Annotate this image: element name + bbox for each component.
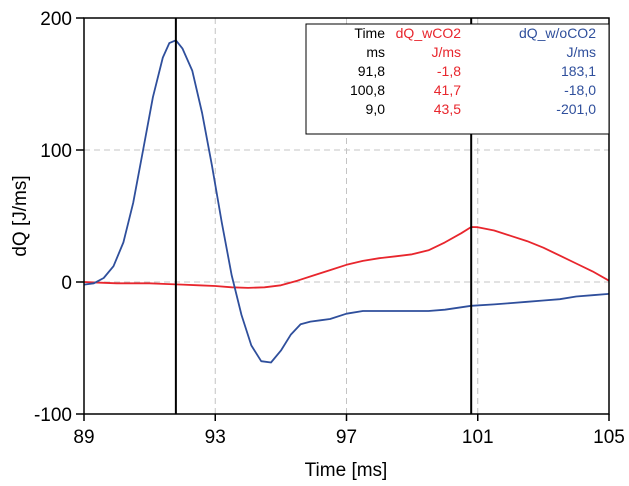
cursor-table-box bbox=[305, 23, 610, 135]
y-tick-label: 100 bbox=[40, 141, 72, 162]
series-line bbox=[83, 226, 610, 289]
cursor-table-cell: J/ms bbox=[431, 44, 461, 60]
x-tick-label: 105 bbox=[593, 427, 625, 448]
cursor-table-header: dQ_wCO2 bbox=[396, 25, 462, 41]
cursor-table-cell: 183,1 bbox=[561, 63, 596, 79]
cursor-table-cell: -1,8 bbox=[437, 63, 461, 79]
cursor-table-cell: 91,8 bbox=[358, 63, 385, 79]
cursor-table-cell: 43,5 bbox=[434, 101, 461, 117]
cursor-table-cell: J/ms bbox=[566, 44, 596, 60]
cursor-table-header: dQ_w/oCO2 bbox=[519, 25, 596, 41]
x-tick-label: 93 bbox=[205, 427, 226, 448]
cursor-table-cell: -18,0 bbox=[564, 82, 596, 98]
cursor-table-cell: ms bbox=[366, 44, 385, 60]
y-axis-title: dQ [J/ms] bbox=[10, 175, 31, 256]
x-axis-title: Time [ms] bbox=[305, 460, 388, 481]
x-tick-label: 101 bbox=[462, 427, 494, 448]
y-tick-label: 200 bbox=[40, 9, 72, 30]
y-tick-label: 0 bbox=[61, 273, 72, 294]
cursor-table-cell: 41,7 bbox=[434, 82, 461, 98]
y-tick-label: -100 bbox=[34, 405, 72, 426]
x-tick-label: 89 bbox=[73, 427, 94, 448]
series-line bbox=[83, 39, 610, 364]
axis-ticks: 89 93 97 101 105 -100 0 100 200 bbox=[34, 9, 625, 448]
x-tick-label: 97 bbox=[336, 427, 357, 448]
cursor-table-cell: 100,8 bbox=[350, 82, 385, 98]
cursor-table-cell: -201,0 bbox=[556, 101, 596, 117]
cursor-table-header: Time bbox=[354, 25, 385, 41]
series-group bbox=[83, 39, 610, 364]
cursor-table-cell: 9,0 bbox=[366, 101, 386, 117]
